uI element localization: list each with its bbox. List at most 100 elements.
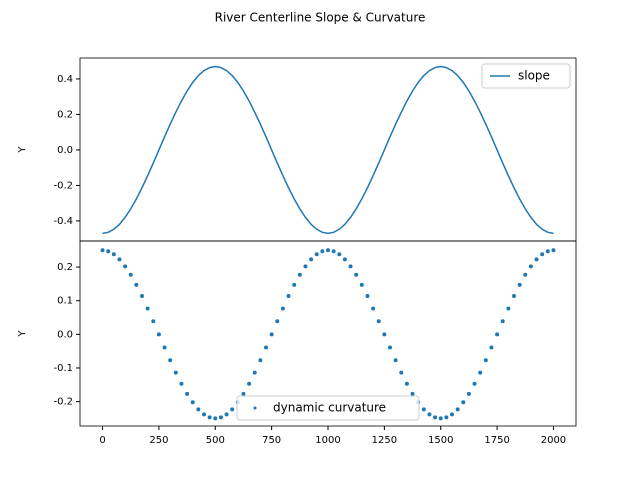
y-tick-label: 0.2 <box>57 262 73 273</box>
point <box>286 293 291 298</box>
point <box>359 282 364 287</box>
point <box>258 358 263 363</box>
point <box>500 319 505 324</box>
legend-label: slope <box>518 69 550 83</box>
y-tick-label: 0.4 <box>57 74 73 85</box>
point <box>489 345 494 350</box>
x-tick-label: 1250 <box>372 435 397 446</box>
point <box>461 400 466 405</box>
point <box>506 306 511 311</box>
y-tick-label: 0.2 <box>57 109 73 120</box>
point <box>399 370 404 375</box>
point <box>540 252 545 257</box>
point <box>218 415 223 420</box>
y-tick-label: -0.4 <box>53 216 73 227</box>
point <box>179 381 184 386</box>
y-tick-label: 0.0 <box>57 145 73 156</box>
point <box>404 381 409 386</box>
x-tick-label: 1500 <box>428 435 453 446</box>
point <box>472 381 477 386</box>
point <box>292 282 297 287</box>
point <box>247 381 252 386</box>
point <box>427 412 432 417</box>
point <box>466 391 471 396</box>
point <box>224 412 229 417</box>
point <box>495 332 500 337</box>
y-tick-label: -0.1 <box>53 363 73 374</box>
point <box>365 293 370 298</box>
point <box>151 319 156 324</box>
point <box>252 370 257 375</box>
x-tick-label: 1750 <box>484 435 509 446</box>
point <box>297 272 302 277</box>
point <box>517 282 522 287</box>
x-tick-label: 250 <box>149 435 168 446</box>
point <box>342 257 347 262</box>
y-axis-label: Y <box>17 146 28 154</box>
point <box>275 319 280 324</box>
x-tick-label: 0 <box>99 435 105 446</box>
point <box>388 345 392 350</box>
point <box>421 407 426 412</box>
point <box>320 249 325 254</box>
point <box>337 252 342 257</box>
point <box>551 248 556 253</box>
x-tick-label: 2000 <box>541 435 566 446</box>
point <box>207 415 212 420</box>
legend-box <box>236 395 420 421</box>
point <box>202 412 206 417</box>
point <box>196 407 201 412</box>
point <box>354 272 359 277</box>
legend-label: dynamic curvature <box>273 401 386 415</box>
point <box>455 407 460 412</box>
y-tick-label: -0.2 <box>53 397 73 408</box>
point <box>140 293 144 298</box>
point <box>269 332 274 337</box>
point <box>382 332 387 337</box>
point <box>111 252 116 257</box>
point <box>100 248 105 253</box>
point <box>410 391 415 396</box>
point <box>348 264 353 269</box>
point <box>185 391 190 396</box>
point <box>309 257 314 262</box>
point <box>106 249 111 254</box>
axes-frame <box>79 240 577 427</box>
point <box>303 264 308 269</box>
point <box>444 415 449 420</box>
point <box>117 257 122 262</box>
point <box>134 282 139 287</box>
point <box>123 264 128 269</box>
point <box>280 306 285 311</box>
point <box>168 358 173 363</box>
x-tick-label: 1000 <box>315 435 340 446</box>
x-tick-label: 500 <box>206 435 225 446</box>
point <box>213 416 218 421</box>
y-axis-label: Y <box>17 330 28 338</box>
line <box>102 65 554 235</box>
point <box>545 249 550 254</box>
legend-box <box>481 63 571 89</box>
point <box>230 407 235 412</box>
legend-swatch <box>253 406 257 410</box>
point <box>173 370 178 375</box>
y-tick-label: -0.2 <box>53 180 73 191</box>
point <box>145 306 150 311</box>
point <box>128 272 133 277</box>
point <box>314 252 319 257</box>
point <box>534 257 539 262</box>
point <box>162 345 167 350</box>
point <box>393 358 398 363</box>
point <box>528 264 533 269</box>
point <box>478 370 483 375</box>
y-tick-label: 0.1 <box>57 296 73 307</box>
figure-title: River Centerline Slope & Curvature <box>215 11 426 25</box>
point <box>190 400 195 405</box>
point <box>523 272 528 277</box>
point <box>433 415 438 420</box>
point <box>376 319 381 324</box>
point <box>156 332 161 337</box>
point <box>241 391 246 396</box>
point <box>371 306 376 311</box>
